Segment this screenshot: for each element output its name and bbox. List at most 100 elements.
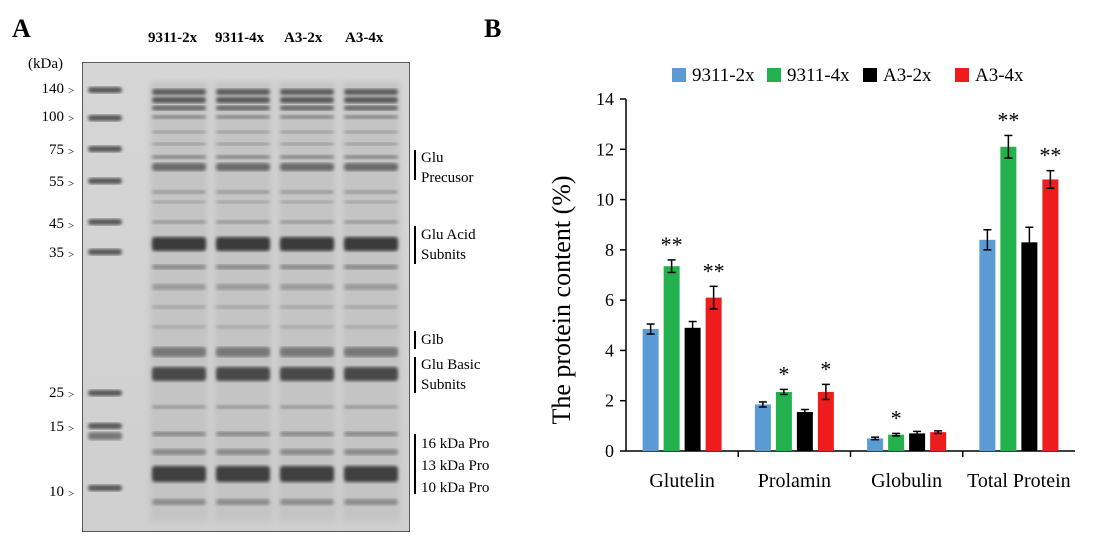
bar [754, 404, 771, 451]
marker-arrow-icon: > [68, 488, 75, 500]
y-tick-label: 8 [605, 240, 614, 260]
ladder-band [88, 390, 122, 396]
significance-marker: ** [1039, 143, 1061, 168]
band-label-line: Glu [421, 150, 444, 166]
gel-band [344, 325, 398, 329]
gel-band [344, 105, 398, 111]
bracket-glu-acid [414, 226, 416, 264]
panel-b-letter: B [484, 14, 502, 43]
gel-band [216, 305, 270, 309]
lane-label-3: A3-2x [284, 30, 323, 46]
gel-lane [342, 82, 400, 522]
y-tick-label: 12 [596, 139, 614, 159]
gel-lane [214, 82, 272, 522]
gel-band [344, 347, 398, 357]
gel-band [280, 466, 334, 482]
y-axis-title: The protein content (%) [547, 175, 576, 424]
bar [796, 412, 813, 451]
legend-label: 9311-4x [787, 65, 850, 86]
band-label-glu-precursor: Glu Precusor [421, 148, 474, 188]
gel-band [280, 200, 334, 204]
gel-band [152, 190, 206, 194]
gel-band [344, 200, 398, 204]
gel-band [344, 499, 398, 505]
bar [1000, 146, 1017, 451]
band-label-line: 10 kDa Pro [421, 480, 490, 496]
gel-band [344, 89, 398, 95]
gel-band [216, 142, 270, 146]
band-label-line: Glu Acid [421, 227, 476, 243]
ladder-band [88, 423, 122, 429]
gel-band [216, 163, 270, 171]
bar [1042, 179, 1059, 451]
gel-band [280, 499, 334, 505]
gel-band [216, 200, 270, 204]
bar [1021, 242, 1038, 451]
marker-arrow-icon: > [68, 389, 75, 401]
gel-band [152, 284, 206, 290]
bracket-glb [414, 331, 416, 349]
gel-band [216, 237, 270, 251]
chart-legend: 9311-2x 9311-4x A3-2x A3-4x [672, 65, 1024, 86]
lane-label-1: 9311-2x [148, 30, 198, 46]
gel-band [152, 200, 206, 204]
gel-band [152, 237, 206, 251]
gel-band [216, 499, 270, 505]
gel-band [280, 97, 334, 103]
gel-band [216, 466, 270, 482]
gel-band [152, 405, 206, 409]
gel-band [280, 325, 334, 329]
gel-band [344, 284, 398, 290]
x-tick-label: Prolamin [758, 470, 831, 492]
marker-arrow-icon: > [68, 85, 75, 97]
gel-band [344, 163, 398, 171]
marker-arrow-icon: > [68, 423, 75, 435]
gel-band [152, 449, 206, 455]
gel-band [344, 305, 398, 309]
gel-band [216, 89, 270, 95]
gel-band [280, 305, 334, 309]
band-label-line: 16 kDa Pro [421, 436, 490, 452]
gel-band [280, 130, 334, 134]
marker-label-10: 10 [49, 484, 64, 500]
marker-label-45: 45 [49, 216, 64, 232]
ladder-band [88, 485, 122, 491]
band-label-glu-basic: Glu Basic Subnits [421, 355, 481, 395]
bracket-glu-precursor [414, 150, 416, 180]
lane-label-4: A3-4x [345, 30, 384, 46]
significance-marker: * [778, 361, 789, 386]
bar [979, 239, 996, 451]
kda-unit-label: (kDa) [28, 56, 63, 72]
gel-band [280, 105, 334, 111]
gel-band [152, 347, 206, 357]
gel-band [152, 142, 206, 146]
ladder-band [88, 432, 122, 440]
significance-marker: * [820, 356, 831, 381]
gel-band [280, 237, 334, 251]
legend-swatch [672, 68, 686, 82]
bar [909, 433, 926, 451]
gel-band [152, 431, 206, 437]
gel-band [280, 142, 334, 146]
band-label-line: Subnits [421, 377, 467, 393]
gel-band [216, 220, 270, 224]
gel-band [216, 97, 270, 103]
gel-band [280, 367, 334, 381]
x-tick-label: Glutelin [649, 470, 715, 492]
marker-arrow-icon: > [68, 113, 75, 125]
gel-band [152, 89, 206, 95]
gel-band [344, 405, 398, 409]
gel-band [344, 130, 398, 134]
gel-band [280, 405, 334, 409]
bar [817, 391, 834, 451]
marker-label-15: 15 [49, 419, 64, 435]
bar [684, 327, 701, 451]
gel-band [216, 115, 270, 119]
bar [867, 438, 884, 451]
band-label-line: Glu Basic [421, 357, 481, 373]
gel-band [152, 163, 206, 171]
legend-swatch [863, 68, 877, 82]
bar [888, 434, 905, 451]
band-label-line: Precusor [421, 170, 474, 186]
gel-band [344, 142, 398, 146]
